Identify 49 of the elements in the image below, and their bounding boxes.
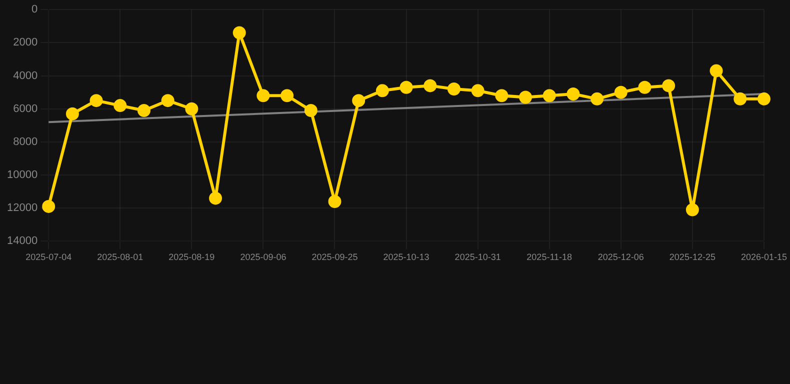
- point: [328, 194, 342, 208]
- point: [566, 87, 580, 100]
- y-tick-label: 6000: [13, 102, 38, 115]
- point: [209, 192, 222, 205]
- point: [614, 86, 628, 99]
- y-tick-label: 14000: [6, 235, 38, 248]
- point: [471, 84, 484, 98]
- point: [686, 203, 699, 216]
- x-tick-label: 2025-10-13: [383, 252, 430, 262]
- y-tick-label: 10000: [6, 169, 38, 182]
- point: [495, 89, 508, 102]
- point: [185, 102, 198, 116]
- point: [710, 64, 723, 78]
- point: [519, 90, 532, 104]
- point: [66, 107, 79, 120]
- point: [256, 89, 270, 102]
- point: [447, 82, 460, 96]
- x-tick-label: 2026-01-15: [740, 252, 788, 262]
- point: [114, 99, 127, 112]
- y-tick-label: 12000: [6, 202, 38, 214]
- point: [90, 94, 103, 108]
- y-tick-label: 4000: [13, 70, 38, 82]
- point: [376, 84, 389, 98]
- point: [590, 92, 604, 106]
- x-tick-label: 2025-12-25: [669, 252, 716, 262]
- y-tick-label: 2000: [13, 36, 38, 49]
- point: [137, 104, 150, 118]
- point: [232, 26, 246, 40]
- x-tick-label: 2025-08-01: [97, 252, 144, 262]
- y-tick-label: 8000: [13, 136, 38, 148]
- x-tick-label: 2025-11-18: [526, 252, 572, 262]
- point: [161, 94, 174, 108]
- x-tick-label: 2025-08-19: [168, 252, 215, 262]
- x-tick-label: 2025-09-06: [240, 252, 286, 262]
- point: [734, 92, 747, 106]
- x-tick-label: 2025-07-04: [26, 252, 72, 262]
- point: [424, 79, 437, 92]
- x-tick-label: 2025-10-31: [454, 252, 501, 262]
- point: [542, 89, 556, 102]
- x-tick-label: 2025-12-06: [598, 252, 644, 262]
- point: [400, 80, 413, 94]
- point: [662, 79, 676, 92]
- point: [304, 104, 318, 118]
- point: [638, 80, 652, 94]
- point: [280, 89, 294, 102]
- x-tick-label: 2025-09-25: [312, 252, 358, 262]
- point: [757, 92, 770, 106]
- point: [352, 94, 366, 108]
- y-tick-label: 0: [31, 4, 38, 16]
